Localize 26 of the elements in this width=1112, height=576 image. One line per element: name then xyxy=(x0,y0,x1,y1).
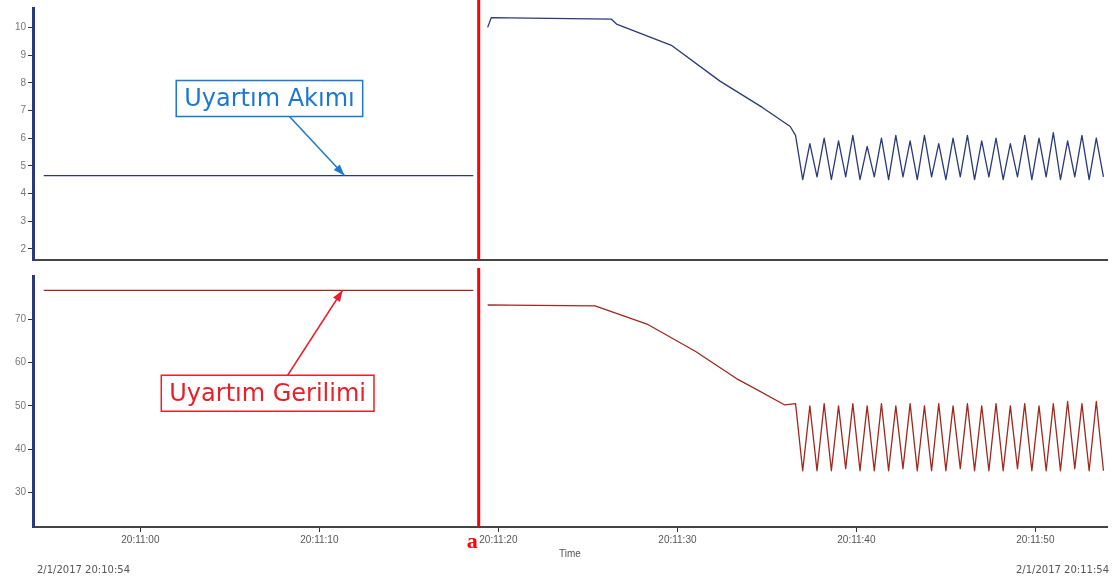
x-tick-label: 20:11:40 xyxy=(837,533,876,545)
y-tick-label: 30 xyxy=(14,486,27,498)
annotation: Uyartım Gerilimi xyxy=(169,378,367,407)
annotation: Uyartım Akımı xyxy=(184,83,355,112)
y-tick-label: 5 xyxy=(20,159,27,171)
x-tick-label: 20:11:20 xyxy=(479,533,518,545)
y-tick-label: 70 xyxy=(14,313,27,325)
y-tick-label: 40 xyxy=(14,442,27,454)
x-tick-label: 20:11:50 xyxy=(1016,533,1055,545)
y-tick-label: 7 xyxy=(20,104,27,116)
x-tick-label: 20:11:10 xyxy=(300,533,339,545)
y-tick-label: 60 xyxy=(14,356,27,368)
text: 2/1/2017 20:10:54 xyxy=(37,563,131,575)
y-tick-label: 10 xyxy=(14,21,27,33)
y-tick-label: 6 xyxy=(20,131,27,143)
x-tick-label: 20:11:00 xyxy=(121,533,160,545)
ref-line-label: a xyxy=(466,527,478,553)
x-tick-label: 20:11:30 xyxy=(658,533,697,545)
y-tick-label: 9 xyxy=(20,48,27,60)
text: 2/1/2017 20:11:54 xyxy=(1015,563,1109,575)
y-tick-label: 3 xyxy=(20,214,27,226)
y-tick-label: 50 xyxy=(14,399,27,411)
y-tick-label: 4 xyxy=(20,187,27,199)
y-tick-label: 8 xyxy=(20,76,27,88)
x-axis-title: Time xyxy=(559,547,582,559)
y-tick-label: 2 xyxy=(20,242,27,254)
